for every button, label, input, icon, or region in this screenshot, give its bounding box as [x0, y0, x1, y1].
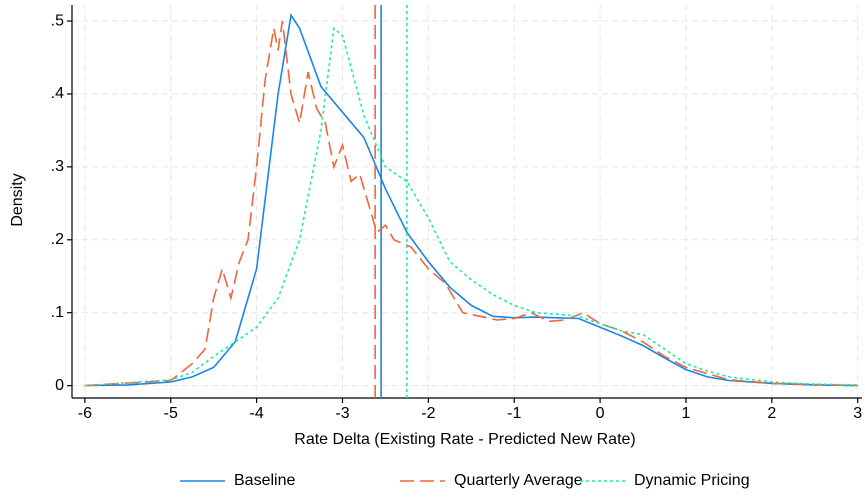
x-axis-title: Rate Delta (Existing Rate - Predicted Ne… [294, 431, 635, 448]
x-tick-label: 2 [767, 405, 776, 422]
legend-label: Dynamic Pricing [634, 472, 750, 489]
y-axis-title: Density [9, 173, 26, 226]
x-tick-label: -6 [78, 405, 92, 422]
x-tick-label: 0 [596, 405, 605, 422]
x-tick-label: 3 [853, 405, 862, 422]
density-line [84, 26, 858, 387]
y-tick-label: .1 [51, 304, 64, 321]
density-line [84, 13, 858, 387]
y-tick-label: .2 [51, 231, 64, 248]
density-line [84, 20, 858, 387]
x-tick-label: 1 [682, 405, 691, 422]
y-tick-label: .3 [51, 158, 64, 175]
y-tick-label: 0 [55, 377, 64, 394]
legend-label: Baseline [234, 472, 295, 489]
x-tick-label: -4 [250, 405, 264, 422]
y-tick-label: .5 [51, 12, 64, 29]
y-tick-label: .4 [51, 85, 64, 102]
x-tick-label: -3 [335, 405, 349, 422]
x-tick-label: -1 [507, 405, 521, 422]
legend-label: Quarterly Average [454, 472, 583, 489]
x-tick-label: -5 [164, 405, 178, 422]
x-tick-label: -2 [421, 405, 435, 422]
